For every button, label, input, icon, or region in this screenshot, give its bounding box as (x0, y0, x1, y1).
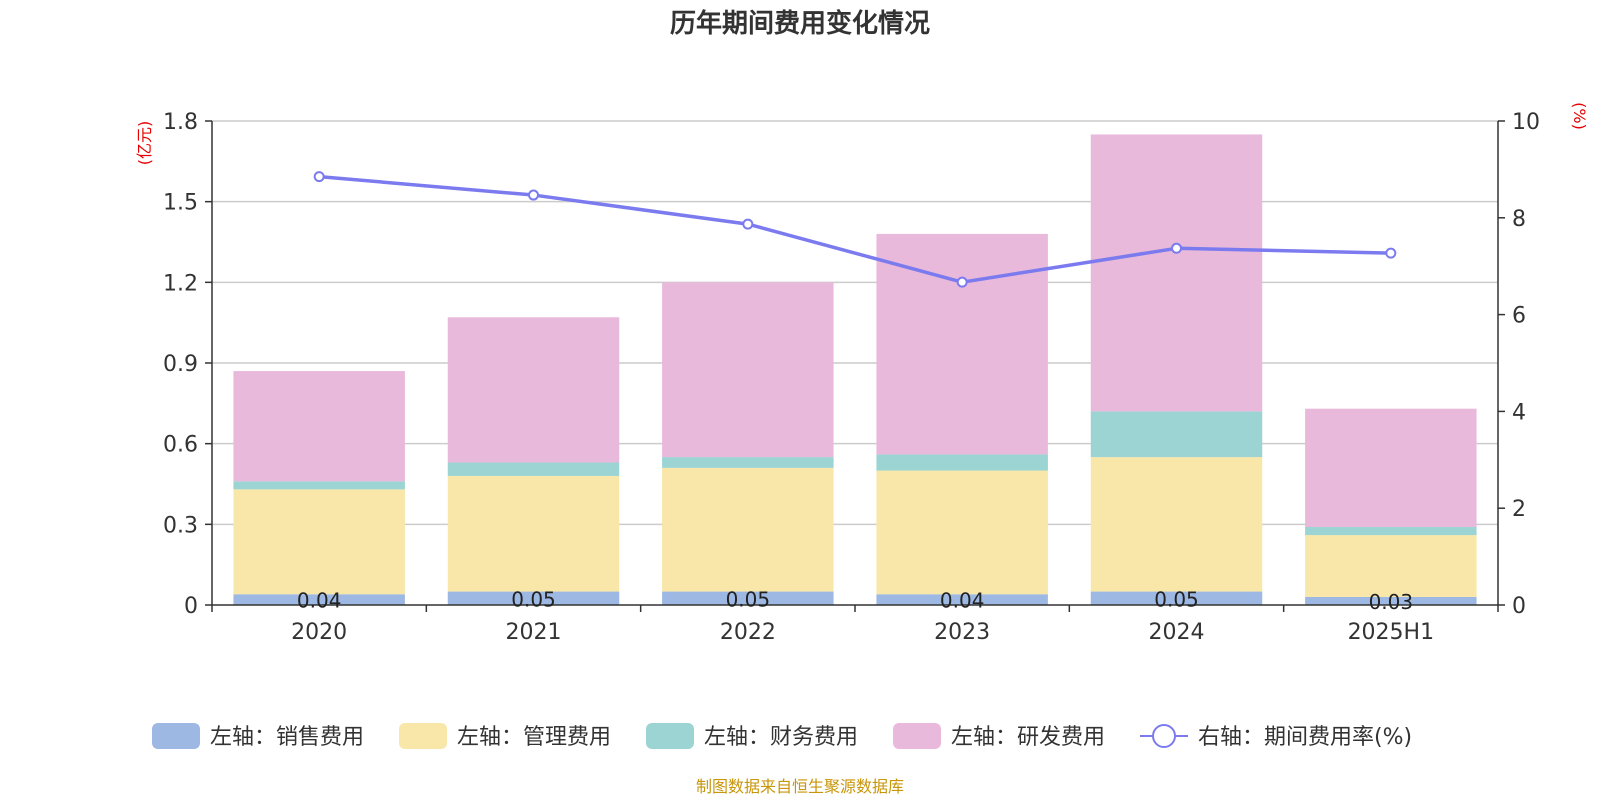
x-tick-label: 2024 (1149, 620, 1205, 645)
bar-segment-4-2022 (662, 282, 834, 458)
bar-segment-3-2025H1 (1305, 527, 1477, 536)
bar-segment-1-2023 (876, 594, 1048, 605)
bar-segment-1-2025H1 (1305, 596, 1477, 605)
bar-segment-1-2024 (1090, 591, 1263, 605)
bar-segment-4-2025H1 (1305, 408, 1477, 528)
bar-segment-3-2022 (662, 457, 834, 468)
x-tick-label: 2021 (506, 620, 562, 645)
bar-segment-2-2021 (447, 475, 620, 592)
bar-segment-4-2023 (876, 233, 1048, 455)
bar-segment-3-2024 (1090, 411, 1263, 458)
right-tick-label: 2 (1512, 497, 1526, 522)
bar-segment-4-2021 (447, 317, 620, 463)
right-tick-label: 10 (1512, 110, 1540, 135)
bar-segment-4-2024 (1090, 134, 1263, 412)
legend-swatch (646, 723, 694, 749)
data-label: 0.03 (1369, 590, 1414, 614)
data-label: 0.04 (940, 589, 985, 613)
bar-segment-1-2021 (447, 591, 620, 605)
right-tick-label: 4 (1512, 400, 1526, 425)
data-label: 0.05 (1154, 587, 1199, 611)
bar-segment-2-2023 (876, 470, 1048, 595)
axes: 0 0.3 0.6 0.9 1.2 1.5 1.8 0 2 4 6 8 10 2020 2021 2022 20… (163, 110, 1540, 645)
right-tick-label: 8 (1512, 207, 1526, 232)
bar-segment-3-2021 (447, 462, 620, 476)
bar-segment-4-2020 (233, 371, 405, 482)
x-tick-label: 2023 (934, 620, 990, 645)
chart-title: 历年期间费用变化情况 (670, 8, 930, 39)
legend-swatch (893, 723, 941, 749)
right-axis-unit: (%) (1570, 102, 1589, 130)
legend-circle-swatch (1152, 724, 1176, 748)
bar-segment-1-2022 (662, 591, 834, 605)
rate-point-2020 (313, 171, 325, 183)
legend-swatch (399, 723, 447, 749)
left-tick-label: 0 (184, 594, 198, 619)
bars (233, 134, 1477, 605)
left-tick-label: 1.5 (163, 191, 198, 216)
grid-lines (212, 120, 1498, 526)
data-labels: 0.04 0.05 0.05 0.04 0.05 0.03 (297, 587, 1413, 614)
rate-point-2024 (1171, 242, 1182, 254)
data-label: 0.05 (726, 587, 771, 611)
rate-line (319, 174, 1391, 284)
legend-label: 左轴：研发费用 (951, 725, 1105, 750)
data-label: 0.05 (511, 587, 556, 611)
legend-label: 右轴：期间费用率(%) (1198, 725, 1412, 750)
right-tick-label: 6 (1512, 304, 1526, 329)
legend-swatch (152, 723, 200, 749)
line-series (313, 171, 1397, 288)
left-tick-label: 0.9 (163, 352, 198, 377)
source-note: 制图数据来自恒生聚源数据库 (696, 777, 904, 796)
left-tick-label: 1.2 (163, 271, 198, 296)
left-tick-label: 1.8 (163, 110, 198, 135)
x-tick-label: 2025H1 (1348, 620, 1435, 645)
legend-label: 左轴：销售费用 (210, 725, 364, 750)
bar-segment-1-2020 (233, 594, 405, 605)
left-axis-unit: (亿元) (135, 121, 154, 166)
right-tick-label: 0 (1512, 594, 1526, 619)
rate-point-2022 (742, 218, 754, 230)
x-tick-label: 2022 (720, 620, 776, 645)
x-tick-label: 2020 (291, 620, 347, 645)
legend-label: 左轴：财务费用 (704, 725, 858, 750)
left-tick-label: 0.3 (163, 513, 198, 538)
data-label: 0.04 (297, 589, 342, 613)
bar-segment-2-2024 (1090, 457, 1263, 592)
bar-segment-3-2020 (233, 481, 405, 490)
rate-point-2021 (528, 189, 539, 201)
bar-segment-2-2020 (233, 489, 405, 595)
legend-label: 左轴：管理费用 (457, 725, 611, 750)
rate-point-2023 (956, 276, 968, 288)
rate-point-2025H1 (1385, 247, 1397, 259)
bar-segment-2-2025H1 (1305, 535, 1477, 597)
bar-segment-3-2023 (876, 454, 1048, 471)
left-tick-label: 0.6 (163, 433, 198, 458)
legend: 左轴：销售费用 左轴：管理费用 左轴：财务费用 左轴：研发费用 右轴：期间费用率(%) (152, 723, 1412, 750)
bar-segment-2-2022 (662, 467, 834, 592)
